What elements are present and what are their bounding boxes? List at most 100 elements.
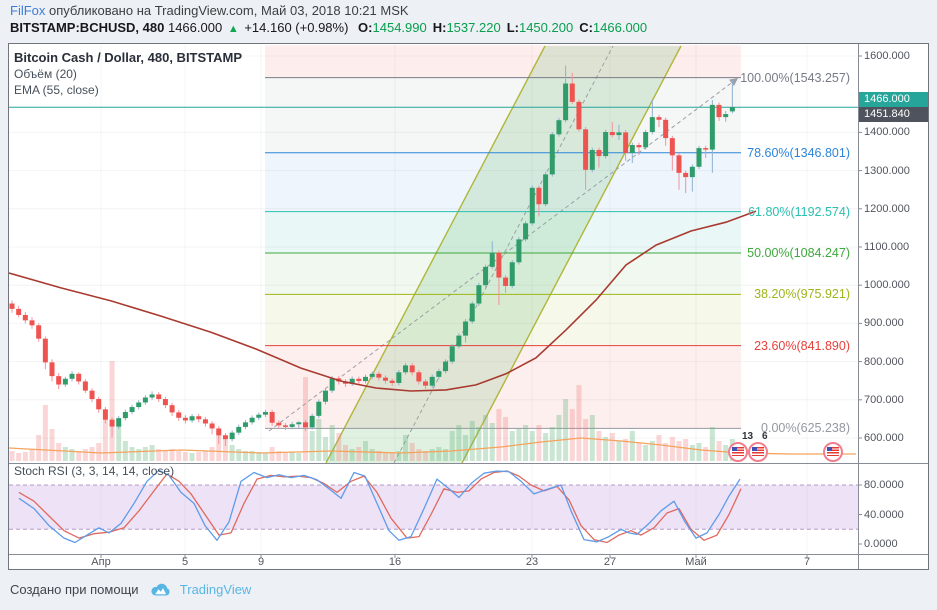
candle-body: [649, 117, 655, 133]
economic-event-flag-icon[interactable]: [748, 442, 768, 462]
volume-bar: [609, 433, 615, 461]
stoch-band: [9, 485, 858, 530]
volume-indicator-label: Объём (20): [14, 67, 77, 81]
price-axis-label: 1100.000: [864, 241, 910, 253]
stoch-axis-label: 40.0000: [864, 508, 904, 521]
tradingview-brand-link[interactable]: TradingView: [179, 582, 252, 597]
candle-body: [236, 426, 242, 433]
footer-text: Создано при помощи: [10, 582, 139, 597]
volume-bar: [643, 445, 649, 461]
volume-bar: [723, 445, 729, 461]
grid-layer: [9, 44, 858, 554]
price-chart-canvas[interactable]: [9, 44, 928, 569]
volume-bar: [636, 443, 642, 461]
volume-bar: [663, 443, 669, 461]
volume-bar: [543, 433, 549, 461]
volume-bar: [449, 431, 455, 461]
candle-body: [222, 435, 228, 440]
volume-bar: [396, 451, 402, 461]
chart-panel[interactable]: Bitcoin Cash / Dollar, 480, BITSTAMP Объ…: [8, 43, 929, 570]
candle-body: [516, 239, 522, 263]
volume-bar: [623, 439, 629, 461]
candle-body: [136, 402, 142, 408]
volume-bar: [42, 405, 48, 461]
candle-body: [716, 104, 722, 118]
candle-body: [709, 104, 715, 150]
volume-bar: [16, 453, 22, 461]
candle-body: [616, 132, 622, 136]
candle-body: [202, 419, 208, 424]
volume-bar: [523, 425, 529, 461]
volume-bar: [316, 419, 322, 461]
ohlc-label: O:: [358, 20, 373, 35]
volume-bar: [576, 385, 582, 461]
volume-bar: [49, 429, 55, 461]
candle-body: [76, 373, 82, 382]
volume-bar: [343, 445, 348, 461]
volume-bar: [156, 449, 162, 461]
volume-bar: [536, 425, 542, 461]
volume-bar: [689, 445, 695, 461]
candle-body: [316, 401, 322, 416]
last-price-tag: 1466.000: [859, 91, 928, 107]
candle-body: [9, 303, 15, 309]
us-flag-stripes: [752, 447, 764, 456]
channel-border-right: [461, 45, 682, 463]
us-flag-canton: [752, 447, 757, 451]
candle-body: [116, 418, 122, 427]
volume-bar: [696, 443, 702, 461]
ohlc-value: 1450.200: [518, 20, 574, 35]
economic-event-flag-icon[interactable]: [823, 442, 843, 462]
volume-bar: [129, 447, 135, 461]
stoch-k-line: [18, 469, 741, 544]
ohlc-label: L:: [506, 20, 519, 35]
volume-bar: [416, 449, 422, 461]
candle-body: [703, 148, 709, 150]
candle-body: [142, 397, 148, 403]
price-axis-label: 1200.000: [864, 202, 910, 215]
candle-body: [576, 101, 582, 130]
candle-body: [496, 252, 502, 278]
candle-body: [543, 174, 549, 205]
candle-body: [182, 417, 188, 421]
candle-body: [176, 412, 182, 418]
volume-bar: [329, 425, 335, 461]
volume-bar: [389, 453, 395, 461]
candle-body: [476, 285, 482, 304]
candle-body: [269, 412, 275, 423]
fib-band: [265, 211, 741, 254]
fib-band: [265, 152, 741, 212]
candle-body: [209, 423, 215, 429]
fib-level-label: 23.60%(841.890): [754, 338, 850, 353]
volume-bar: [549, 427, 555, 461]
volume-bar: [589, 415, 595, 461]
volume-bar: [209, 447, 215, 461]
tradingview-logo-icon[interactable]: [150, 581, 172, 597]
fib-level-label: 0.00%(625.238): [761, 421, 850, 436]
volume-ma-line: [9, 437, 856, 455]
volume-bar: [709, 427, 715, 461]
volume-bar: [56, 443, 62, 461]
candle-body: [89, 390, 95, 400]
frame-layer: [9, 44, 928, 569]
time-axis-label: 16: [388, 556, 402, 568]
economic-event-flag-icon[interactable]: [728, 442, 748, 462]
volume-bar: [162, 451, 168, 461]
us-flag-canton: [827, 447, 832, 451]
candle-body: [696, 148, 702, 167]
candle-body: [403, 365, 409, 373]
volume-bar: [189, 453, 195, 461]
volume-bar: [529, 431, 535, 461]
us-flag-canton: [732, 447, 737, 451]
volume-bar: [483, 415, 489, 461]
attribution-author-link[interactable]: FilFox: [10, 3, 46, 18]
candle-body: [503, 277, 509, 286]
fib-level-label: 100.00%(1543.257): [740, 70, 850, 85]
volume-bar: [429, 449, 435, 461]
event-count-badge: 6: [762, 431, 768, 442]
attribution-text: опубликовано на TradingView.com, Май 03,…: [45, 3, 409, 18]
candle-body: [509, 262, 515, 286]
time-axis-label: 27: [603, 556, 617, 568]
candle-body: [536, 187, 542, 205]
